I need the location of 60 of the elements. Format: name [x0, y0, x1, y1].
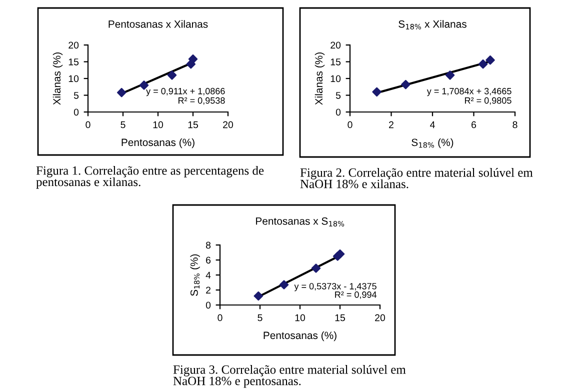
annotation: R² = 0,994 — [335, 291, 377, 299]
y-axis-title: Xilanas (%) — [52, 52, 63, 105]
chart-title: S$_{18%}$ x Xilanas — [398, 20, 466, 30]
chart-title: Pentosanas x S$_{18%}$ — [256, 217, 344, 226]
x-tick-label: 0 — [86, 121, 90, 128]
y-tick-label: 0 — [336, 108, 341, 116]
annotation: y = 0,911x + 1,0866 — [146, 88, 225, 96]
point — [335, 249, 345, 259]
x-tick-label: 2 — [389, 121, 394, 128]
y-tick-label: 10 — [330, 75, 341, 82]
annotation: y = 0,5373x - 1,4375 — [294, 283, 376, 292]
x-tick-label: 10 — [153, 121, 164, 128]
y-tick-label: 20 — [68, 42, 79, 49]
annotation: y = 1,7084x + 3,4665 — [426, 88, 512, 96]
y-tick-label: 15 — [330, 58, 341, 66]
point — [167, 70, 177, 80]
point — [116, 88, 126, 98]
text: Figura 3. Correlação entre material solúvel em NaOH 18% e pentosanas. — [173, 365, 406, 388]
y-tick-label: 5 — [74, 92, 79, 99]
y-tick-label: 4 — [206, 272, 211, 279]
point — [445, 70, 455, 80]
point — [254, 291, 264, 301]
x-axis-title: S$_{18%}$ (%) — [412, 138, 454, 148]
annotation: R² = 0,9538 — [178, 97, 225, 105]
y-tick-label: 0 — [206, 302, 211, 309]
x-tick-label: 10 — [295, 314, 306, 322]
y-tick-label: 5 — [336, 92, 341, 99]
y-tick-label: 8 — [206, 242, 211, 249]
point — [311, 264, 321, 273]
x-tick-label: 0 — [218, 314, 222, 322]
point — [188, 54, 198, 64]
point — [139, 80, 149, 90]
x-tick-label: 6 — [472, 121, 476, 128]
x-tick-label: 8 — [512, 121, 518, 128]
chart-title: Pentosanas x Xilanas — [108, 20, 208, 28]
x-tick-label: 15 — [188, 121, 198, 128]
x-tick-label: 20 — [223, 121, 234, 128]
point — [486, 55, 495, 65]
x-axis-title: Pentosanas (%) — [122, 138, 194, 148]
point — [279, 280, 289, 290]
x-axis-title: Pentosanas (%) — [264, 331, 336, 342]
point — [372, 87, 382, 97]
y-tick-label: 6 — [206, 256, 211, 264]
x-tick-label: 20 — [375, 314, 386, 322]
annotation: R² = 0,9805 — [465, 97, 512, 105]
y-tick-label: 2 — [206, 286, 210, 294]
point — [401, 80, 410, 90]
y-axis-title: Xilanas (%) — [314, 52, 325, 105]
y-tick-label: 10 — [68, 75, 79, 82]
x-tick-label: 5 — [120, 121, 126, 128]
x-tick-label: 0 — [348, 121, 352, 128]
x-tick-label: 4 — [430, 121, 435, 128]
text: Figura 1. Correlação entre as percentagens de pentosanas e xilanas. — [36, 166, 264, 189]
y-tick-label: 0 — [74, 108, 79, 116]
x-tick-label: 5 — [258, 314, 262, 322]
y-tick-label: 15 — [68, 58, 79, 66]
point — [478, 59, 488, 69]
text: Figura 2. Correlação entre material solúvel em NaOH 18% e xilanas. — [300, 168, 533, 188]
y-tick-label: 20 — [330, 42, 341, 49]
y-axis-title: S$_{18%}$ (%) — [190, 254, 200, 296]
